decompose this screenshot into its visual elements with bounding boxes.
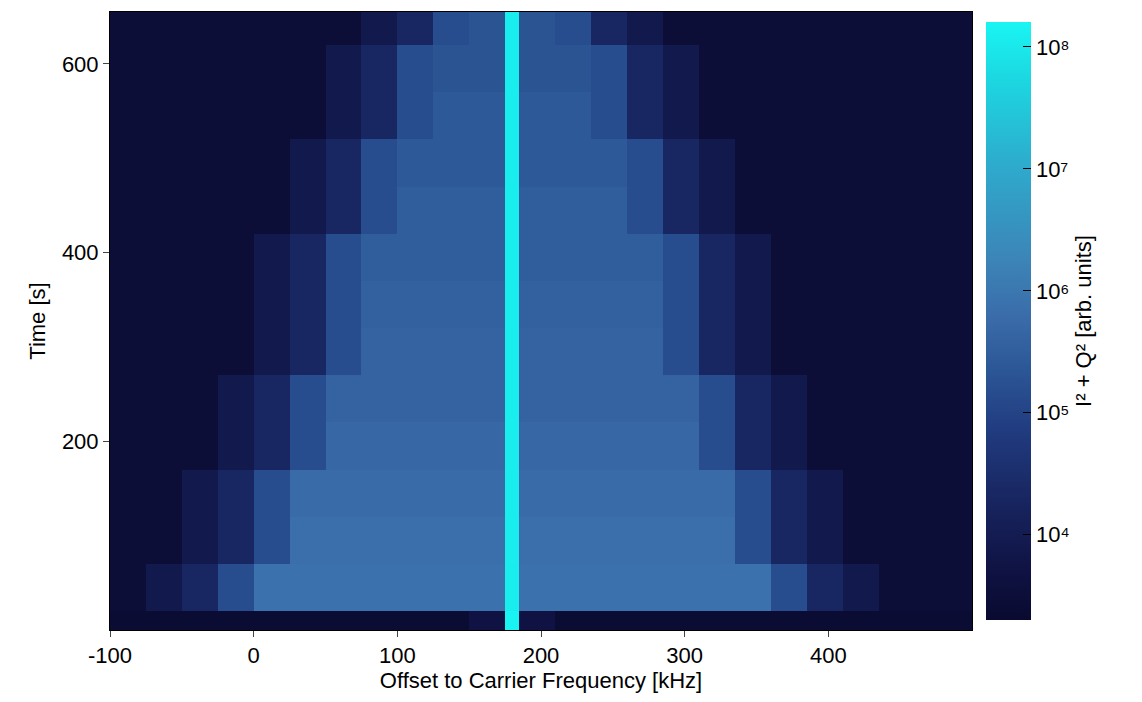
svg-text:Time [s]: Time [s] (25, 282, 50, 359)
svg-text:10⁷: 10⁷ (1036, 157, 1068, 182)
svg-text:-100: -100 (88, 643, 132, 668)
svg-text:400: 400 (62, 240, 99, 265)
svg-text:10⁶: 10⁶ (1036, 279, 1070, 304)
svg-text:300: 300 (666, 643, 703, 668)
svg-text:600: 600 (62, 52, 99, 77)
svg-text:10⁸: 10⁸ (1036, 35, 1070, 60)
svg-text:200: 200 (62, 429, 99, 454)
svg-text:10⁴: 10⁴ (1036, 522, 1070, 547)
svg-text:Offset to Carrier Frequency [k: Offset to Carrier Frequency [kHz] (380, 668, 702, 693)
svg-text:I² + Q² [arb. units]: I² + Q² [arb. units] (1071, 235, 1096, 407)
svg-text:400: 400 (810, 643, 847, 668)
svg-text:100: 100 (379, 643, 416, 668)
svg-text:200: 200 (523, 643, 560, 668)
svg-text:0: 0 (248, 643, 260, 668)
svg-text:10⁵: 10⁵ (1036, 400, 1070, 425)
